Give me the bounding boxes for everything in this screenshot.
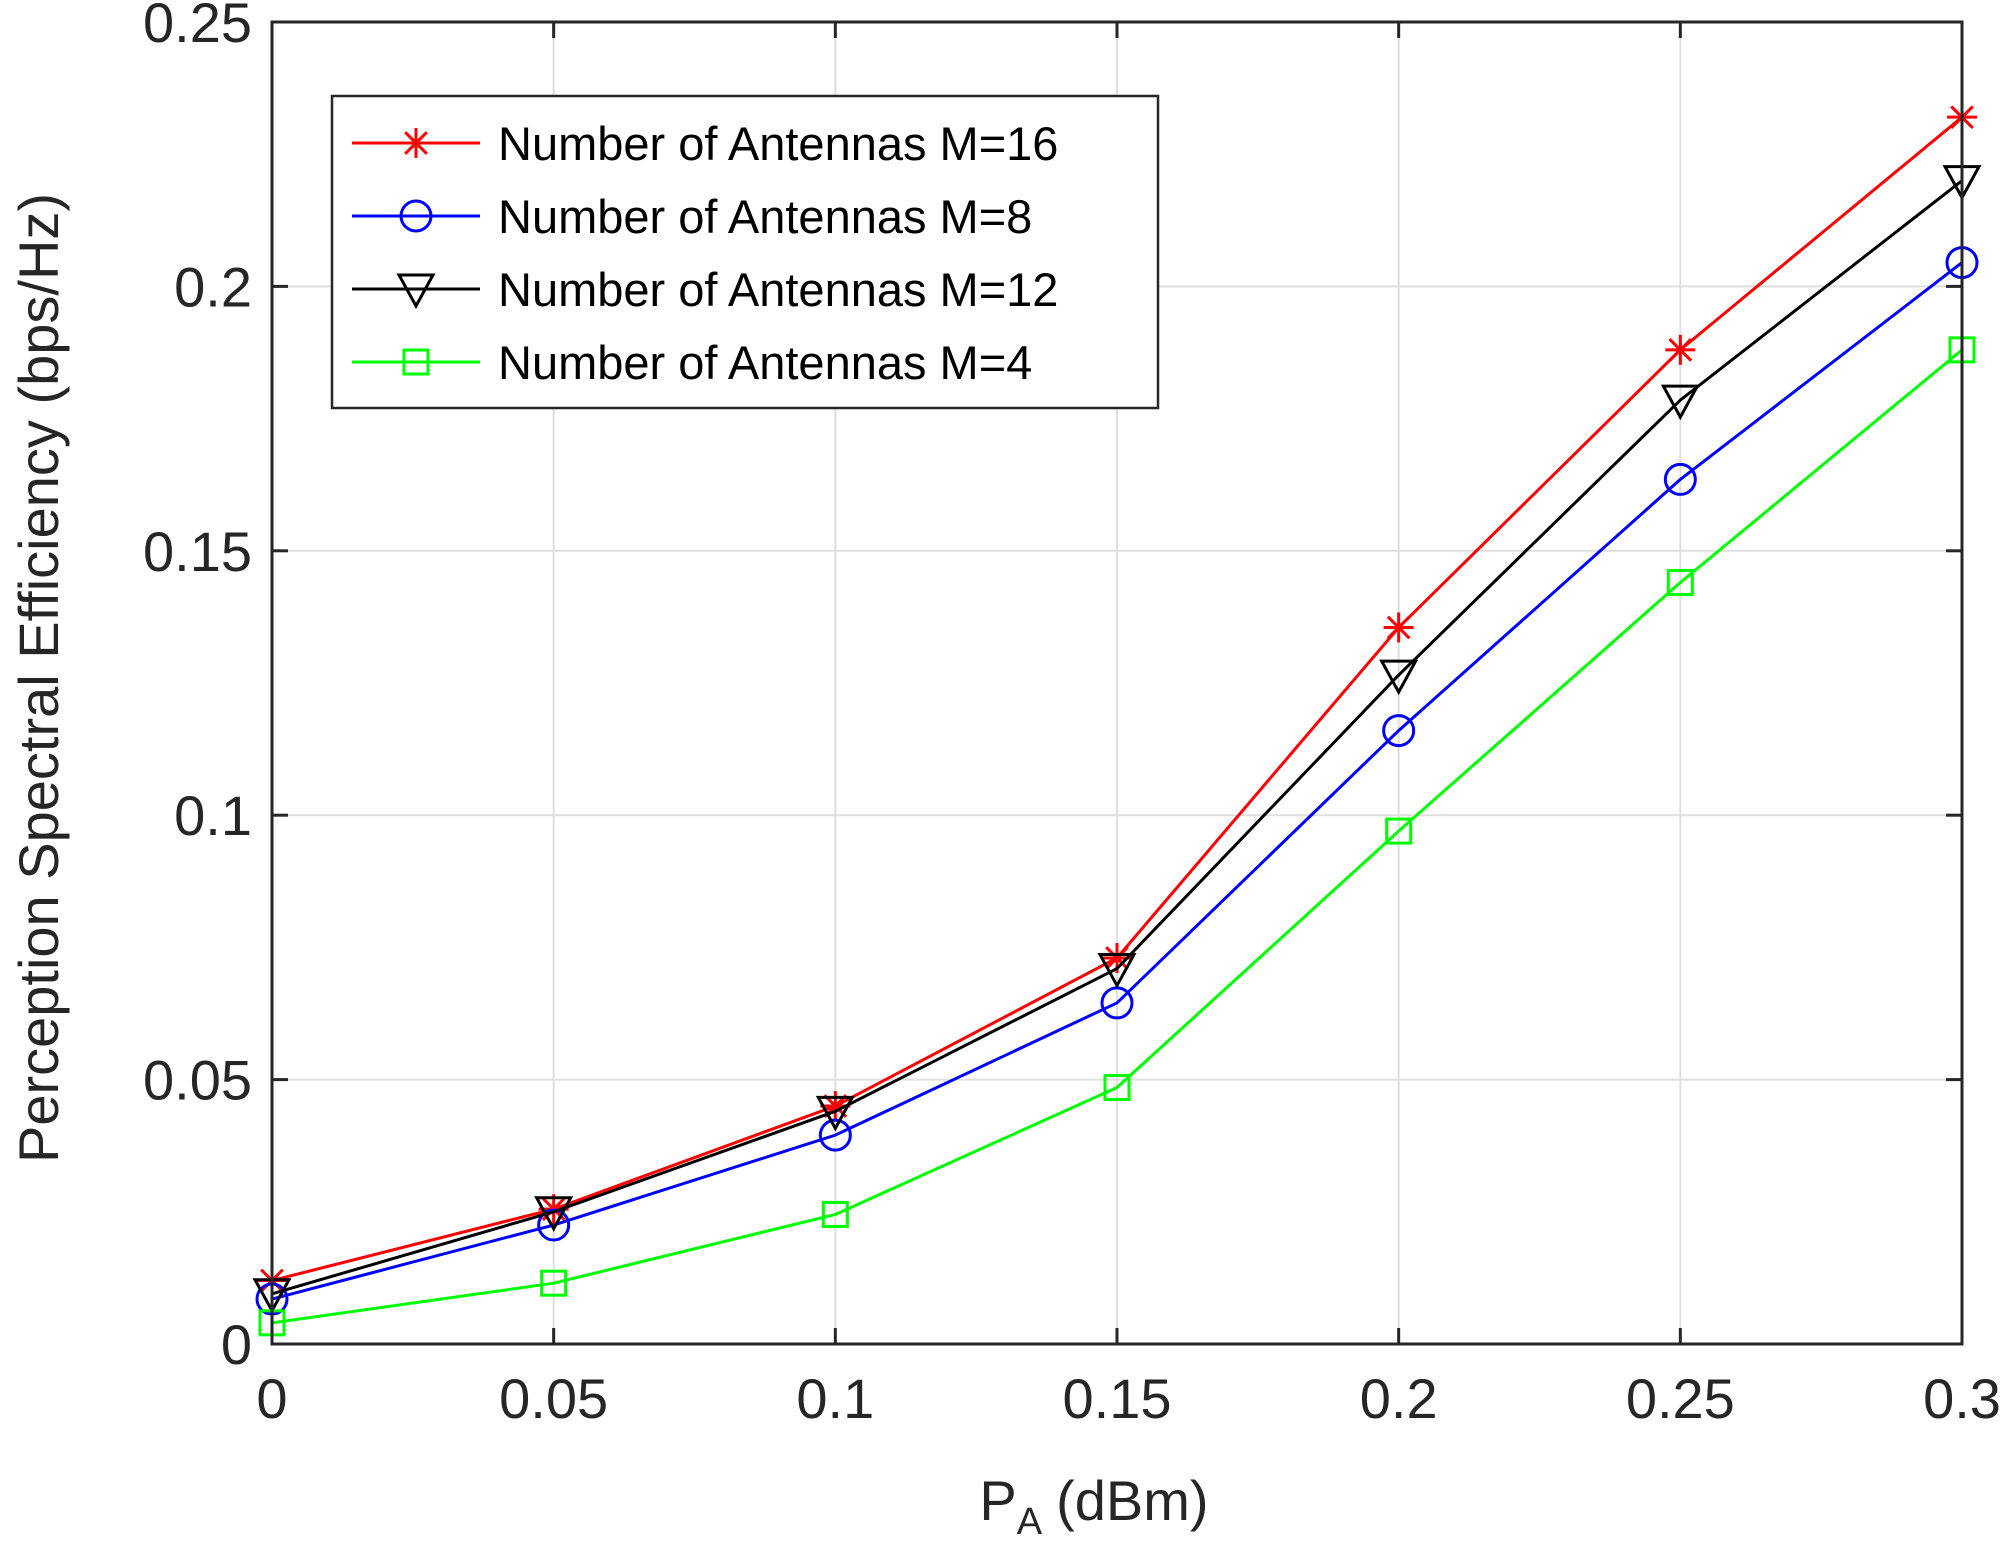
y-tick-label: 0.1 (174, 784, 252, 847)
legend-item: Number of Antennas M=16 (352, 117, 1058, 170)
legend-marker (402, 348, 430, 376)
x-tick-label: 0.05 (499, 1367, 608, 1430)
series-line (271, 348, 1963, 1325)
legend-marker (401, 128, 431, 158)
data-point (1379, 659, 1419, 696)
y-tick-label: 0.05 (143, 1049, 252, 1112)
data-point (1103, 1074, 1131, 1102)
legend: Number of Antennas M=16 Number of Antenna… (330, 94, 1160, 410)
x-tick-label: 0.2 (1360, 1367, 1438, 1430)
data-point (818, 1118, 852, 1152)
series-line (271, 261, 1963, 1301)
y-tick-label: 0.2 (174, 255, 252, 318)
data-point (1666, 569, 1694, 597)
y-tick-label: 0 (221, 1313, 252, 1376)
data-point (1385, 817, 1413, 845)
data-point (1097, 953, 1137, 989)
data-point (1665, 334, 1696, 365)
asterisk-stroke (1105, 946, 1129, 970)
x-tick-label: 0.1 (796, 1367, 874, 1430)
asterisk-stroke (1668, 337, 1693, 362)
x-tick-label: 0.3 (1923, 1367, 2001, 1430)
data-point (821, 1200, 849, 1228)
x-tick-label: 0 (256, 1367, 287, 1430)
x-axis-label-subscript: A (1017, 1501, 1043, 1543)
legend-marker (399, 199, 433, 233)
series-4 (258, 336, 1976, 1337)
data-point (534, 1196, 574, 1232)
data-point (540, 1269, 568, 1297)
data-point (537, 1208, 571, 1242)
series-3 (252, 165, 1982, 1314)
y-tick-label: 0.25 (143, 0, 252, 54)
y-axis-label: Perception Spectral Efficiency (bps/Hz) (7, 193, 70, 1163)
axis-ticks (270, 20, 1964, 1346)
x-tick-label: 0.15 (1063, 1367, 1172, 1430)
legend-box (330, 94, 1160, 410)
data-point (1382, 714, 1416, 748)
asterisk-stroke (1386, 615, 1411, 640)
series-line (271, 179, 1963, 1296)
tick-labels: 0 0.05 0.1 0.15 0.2 0.25 0.3 0 0.05 0.1 0.15 0.2 0.2… (143, 0, 2001, 1430)
asterisk-stroke (404, 131, 428, 155)
legend-item: Number of Antennas M=12 (352, 263, 1058, 316)
x-axis-label-unit: (dBm) (1056, 1469, 1208, 1532)
x-axis-label-main: P (979, 1469, 1016, 1532)
x-axis-label: PA (dBm) (979, 1469, 1208, 1543)
legend-label: Number of Antennas M=12 (498, 263, 1058, 316)
legend-label: Number of Antennas M=4 (498, 336, 1032, 389)
data-point (1660, 384, 1700, 421)
data-point (815, 1095, 855, 1132)
legend-item: Number of Antennas M=4 (352, 336, 1032, 389)
x-tick-label: 0.25 (1626, 1367, 1735, 1430)
series-layer (252, 102, 1982, 1337)
legend-label: Number of Antennas M=16 (498, 117, 1058, 170)
legend-label: Number of Antennas M=8 (498, 190, 1032, 243)
data-point (1383, 612, 1414, 643)
y-tick-label: 0.15 (143, 520, 252, 583)
legend-marker (396, 273, 436, 310)
legend-item: Number of Antennas M=8 (352, 190, 1032, 243)
data-point (1663, 462, 1697, 496)
